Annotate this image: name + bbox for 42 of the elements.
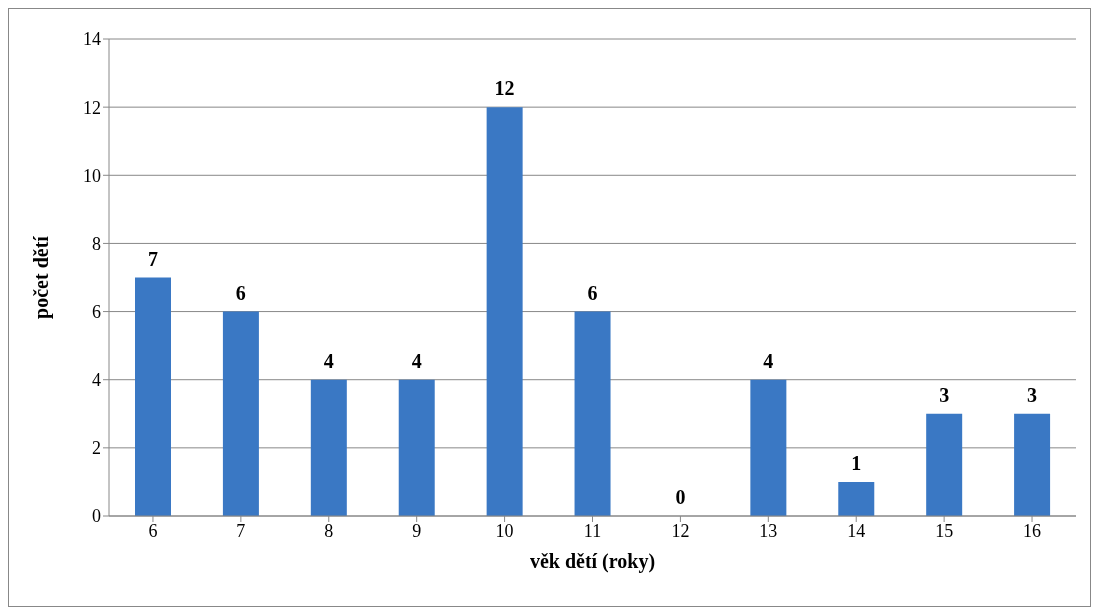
data-label: 3 — [1027, 383, 1038, 406]
y-tick-label: 6 — [92, 301, 101, 322]
data-label: 0 — [675, 486, 686, 508]
y-tick-label: 14 — [83, 29, 101, 50]
data-label: 6 — [235, 281, 246, 304]
x-tick-label: 16 — [1023, 520, 1042, 541]
x-tick-label: 8 — [324, 520, 334, 541]
y-axis-title: počet dětí — [30, 235, 54, 319]
bar — [574, 311, 611, 516]
data-label: 12 — [494, 77, 515, 100]
bar — [1014, 413, 1051, 516]
y-tick-label: 4 — [92, 370, 101, 391]
bar — [135, 277, 171, 516]
bar — [926, 413, 963, 516]
data-label: 7 — [147, 247, 158, 270]
data-label: 6 — [587, 281, 598, 304]
x-axis-title: věk dětí (roky) — [529, 550, 656, 573]
x-tick-label: 10 — [495, 520, 514, 541]
y-tick-label: 8 — [92, 233, 101, 254]
y-tick-label: 2 — [92, 438, 101, 459]
x-tick-label: 13 — [759, 520, 778, 541]
x-tick-label: 15 — [935, 520, 954, 541]
y-tick-label: 12 — [83, 97, 101, 118]
bar — [486, 107, 523, 516]
data-label: 3 — [939, 383, 950, 406]
bar — [398, 379, 435, 516]
y-tick-label: 10 — [83, 165, 101, 186]
x-tick-label: 6 — [148, 520, 158, 541]
x-tick-label: 11 — [583, 520, 602, 541]
x-tick-label: 14 — [847, 520, 866, 541]
bar — [838, 481, 875, 516]
y-tick-label: 0 — [92, 506, 101, 527]
data-label: 4 — [323, 349, 334, 372]
data-label: 4 — [411, 349, 422, 372]
data-label: 1 — [851, 451, 862, 474]
x-tick-label: 9 — [412, 520, 422, 541]
bar — [310, 379, 347, 516]
x-tick-label: 12 — [671, 520, 690, 541]
x-tick-label: 7 — [236, 520, 246, 541]
bar — [750, 379, 787, 516]
bar — [222, 311, 259, 516]
data-label: 4 — [763, 349, 774, 372]
